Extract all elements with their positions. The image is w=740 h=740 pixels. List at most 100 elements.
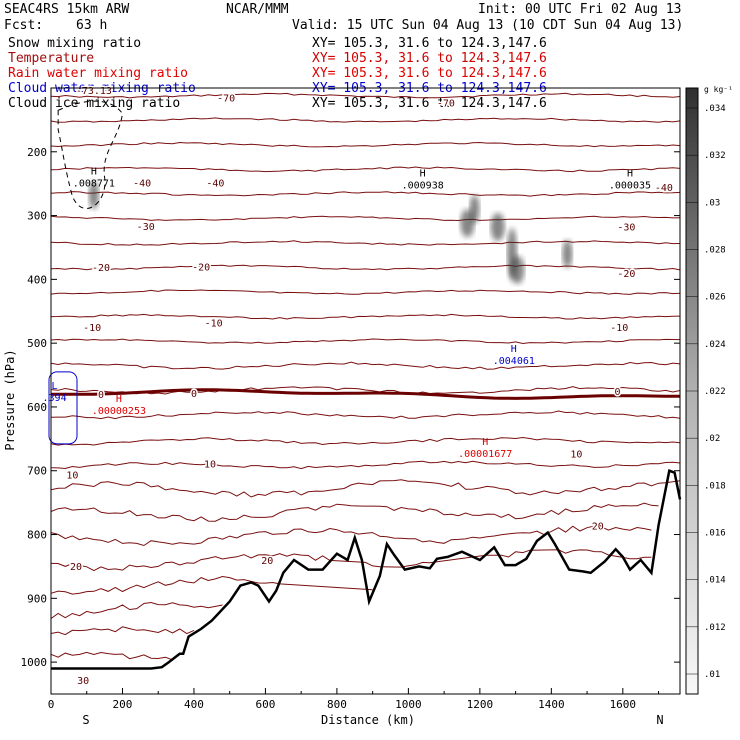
fcst-label: Fcst:	[4, 18, 44, 33]
isotherm-line	[50, 117, 681, 123]
isotherm-label: 0	[191, 389, 197, 400]
isotherm-label: -40	[133, 178, 151, 189]
y-tick-label: 700	[27, 465, 47, 478]
cloud-ice-shading	[88, 181, 573, 284]
x-axis: 0 200 400 600 800 1000 1200 1400 1600	[48, 688, 660, 711]
isotherm-line	[50, 240, 681, 246]
field-xy-cloud-ice: XY= 105.3, 31.6 to 124.3,147.6	[312, 96, 547, 111]
x-tick-label: 1000	[395, 698, 422, 711]
extremum-type: H	[511, 344, 517, 355]
field-name-temperature: Temperature	[8, 51, 95, 66]
isotherm-line	[50, 141, 681, 148]
isotherm-line	[50, 651, 173, 661]
isotherm-line	[50, 264, 681, 271]
isotherm-line	[50, 460, 681, 470]
cloud-ice-blob	[88, 181, 99, 210]
isotherm-label: -30	[617, 222, 635, 233]
isotherm-line	[50, 338, 681, 345]
isotherm-line	[50, 525, 652, 547]
cloud-water-contour	[48, 371, 78, 445]
y-tick-label: 800	[27, 529, 47, 542]
isotherm-lines	[50, 92, 681, 661]
x-tick-label: 1600	[610, 698, 637, 711]
isotherm-line	[50, 502, 659, 522]
cloud-ice-blob	[562, 239, 573, 268]
isotherm-line	[50, 215, 681, 222]
extremum-value: .008771	[73, 178, 115, 189]
isotherm-line	[50, 549, 652, 572]
field-xy-snow: XY= 105.3, 31.6 to 124.3,147.6	[312, 36, 547, 51]
isotherm-label: 10	[204, 460, 216, 471]
extremum-value: .004061	[493, 356, 535, 367]
isotherm-label: 20	[592, 522, 604, 533]
extremum-value: .000035	[609, 180, 651, 191]
x-tick-label: 400	[184, 698, 204, 711]
isotherm-line	[50, 166, 681, 173]
isotherm-line	[50, 92, 681, 99]
isotherm-label: -10	[83, 323, 101, 334]
colorbar-tick-label: .026	[704, 293, 726, 303]
x-tick-label: 1200	[467, 698, 494, 711]
isotherm-line	[50, 626, 195, 636]
field-xy-temperature: XY= 105.3, 31.6 to 124.3,147.6	[312, 51, 547, 66]
colorbar-tick-label: .03	[704, 198, 720, 208]
extremum-type: H	[420, 168, 426, 179]
extremum-value: .000938	[402, 180, 444, 191]
colorbar-tick-label: .02	[704, 434, 720, 444]
colorbar-tick-label: .014	[704, 576, 726, 586]
x-tick-label: 0	[48, 698, 55, 711]
extremum-value: .394	[43, 393, 67, 404]
extremum-type: H	[116, 394, 122, 405]
isotherm-label: -40	[206, 178, 224, 189]
isotherm-label: -10	[205, 319, 223, 330]
y-tick-label: 300	[27, 210, 47, 223]
model-title: SEAC4RS 15km ARW	[4, 2, 130, 17]
y-tick-label: 600	[27, 401, 47, 414]
plot-border	[50, 87, 681, 695]
x-axis-label: Distance (km)	[321, 713, 415, 727]
endpoint-left-label: S	[82, 713, 89, 727]
fcst-value: 63 h	[76, 18, 108, 33]
colorbar-tick-label: .024	[704, 340, 726, 350]
isotherm-label: -70	[217, 94, 235, 105]
extremum-value: .00001677	[458, 449, 512, 460]
colorbar-tick-label: .018	[704, 481, 726, 491]
isotherm-label: 20	[70, 562, 82, 573]
colorbar-tick-label: .01	[704, 670, 720, 680]
y-tick-label: 500	[27, 337, 47, 350]
colorbar-tick-label: .012	[704, 623, 726, 633]
y-axis-label: Pressure (hPa)	[3, 349, 17, 450]
isotherm-label: 10	[570, 450, 582, 461]
extremum-type: H	[627, 168, 633, 179]
colorbar: .01 .012 .014 .016 .018 .02 .022 .024 .026 .028 .0…	[685, 87, 726, 695]
isotherm-line	[50, 436, 681, 446]
field-name-snow: Snow mixing ratio	[8, 36, 142, 51]
terrain-surface	[51, 469, 682, 670]
isotherm-labels: -70 -70-73.13-40 -40 -40-30 -30-20 -20-20-10-…	[65, 84, 675, 688]
field-xy-rain: XY= 105.3, 31.6 to 124.3,147.6	[312, 66, 547, 81]
isotherm-label: -40	[655, 183, 673, 194]
isotherm-label: -30	[137, 222, 155, 233]
colorbar-tick-label: .022	[704, 387, 726, 397]
isotherm-line	[50, 191, 681, 197]
endpoint-right-label: N	[656, 713, 663, 727]
colorbar-tick-label: .016	[704, 529, 726, 539]
cloud-ice-blob	[510, 255, 525, 284]
x-tick-label: 200	[113, 698, 133, 711]
isotherm-line	[50, 386, 681, 395]
isotherm-label: -20	[617, 269, 635, 280]
freezing-level-line	[50, 388, 680, 400]
y-tick-label: 1000	[21, 656, 48, 669]
isotherm-label: 0	[98, 390, 104, 401]
isotherm-line	[50, 313, 681, 320]
isotherm-line	[50, 479, 681, 498]
isotherm-label: 30	[77, 676, 89, 687]
extremum-type: H	[482, 437, 488, 448]
x-tick-label: 1400	[538, 698, 565, 711]
snow-contour	[48, 100, 124, 445]
x-tick-label: 800	[327, 698, 347, 711]
colorbar-unit: g kg⁻¹	[704, 85, 733, 94]
colorbar-tick-label: .028	[704, 246, 726, 256]
y-tick-label: 400	[27, 273, 47, 286]
